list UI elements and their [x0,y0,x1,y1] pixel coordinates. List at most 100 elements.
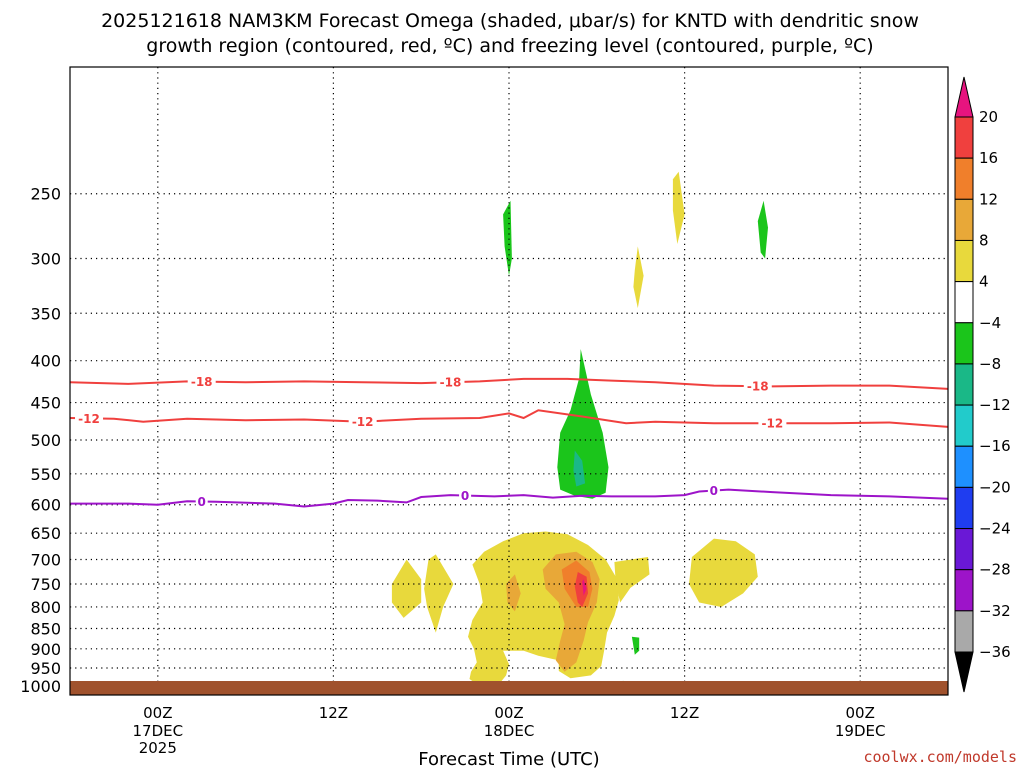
y-tick-350: 350 [30,304,61,323]
omega-region-4 [689,538,758,607]
colorbar-segment-6 [954,363,974,406]
contour-label-1-0: -12 [78,412,100,426]
colorbar-segment-11 [954,569,974,612]
colorbar-label-3: 8 [979,231,989,249]
colorbar-segment-5 [954,322,974,365]
omega-region-3 [391,559,422,618]
omega-region-8 [506,574,521,612]
contour-label-0-1: -18 [440,376,462,390]
credit-text: coolwx.com/models [863,748,1017,766]
omega-shading-layer [391,171,768,688]
colorbar-label-5: −4 [979,314,1001,332]
omega-region-13 [573,450,586,487]
colorbar-cap-top [954,76,974,118]
x-tick-0: 00Z [143,704,172,722]
y-tick-700: 700 [30,551,61,570]
colorbar-segment-8 [954,445,974,488]
colorbar-label-10: −24 [979,520,1011,538]
colorbar-label-8: −16 [979,437,1011,455]
colorbar-label-1: 16 [979,149,998,167]
colorbar-label-12: −32 [979,602,1011,620]
contour-label-bg-1-2 [758,416,787,431]
plot-area: -18 -18 -18 -12 -12 -12 0 0 0 [69,66,949,696]
omega-region-12 [557,349,609,499]
y-tick-300: 300 [30,249,61,268]
colorbar-label-4: 4 [979,273,989,291]
colorbar-cap-bottom [954,651,974,693]
chart-title: 2025121618 NAM3KM Forecast Omega (shaded… [101,10,919,32]
contour-label-bg-0-2 [743,379,772,394]
contour-label-0-2: -18 [747,380,769,394]
x-tick-sub-0-1: 2025 [139,739,177,757]
y-tick-900: 900 [30,640,61,659]
omega-region-0 [468,531,619,687]
colorbar-label-9: −20 [979,478,1011,496]
x-axis-label: Forecast Time (UTC) [418,749,599,768]
contour-label-bg-0-0 [187,374,216,389]
contour-label-bg-2-0 [195,494,208,509]
contour-label-1-1: -12 [352,415,374,429]
y-tick-450: 450 [30,394,61,413]
chart-subtitle: growth region (contoured, red, ºC) and f… [146,35,873,57]
y-tick-500: 500 [30,431,61,450]
colorbar-segment-7 [954,404,974,447]
colorbar-label-0: 20 [979,108,998,126]
omega-region-14 [503,200,512,276]
colorbar-label-2: 12 [979,190,998,208]
colorbar: 20 16 12 8 4 −4 −8 −12 −16 −20 −24 −28 −32 −36 [954,76,1011,693]
contour-label-2-1: 0 [461,489,469,503]
omega-region-16 [631,636,640,655]
y-tick-550: 550 [30,465,61,484]
x-tick-sub-4-0: 19DEC [835,722,886,740]
colorbar-label-7: −12 [979,396,1011,414]
contour-label-bg-2-1 [459,488,472,503]
colorbar-label-13: −36 [979,643,1011,661]
omega-region-11 [582,579,587,596]
colorbar-segment-3 [954,239,974,283]
gridlines [70,67,948,695]
contour-label-1-2: -12 [762,417,784,431]
contour-label-bg-1-1 [348,414,377,429]
colorbar-segment-0 [954,116,974,159]
y-tick-650: 650 [30,524,61,543]
contour-line-2 [70,488,949,508]
y-tick-400: 400 [30,352,61,371]
y-tick-250: 250 [30,185,61,204]
omega-region-6 [633,246,644,309]
colorbar-segment-10 [954,528,974,571]
x-tick-2: 00Z [494,704,523,722]
terrain-ground [70,681,948,695]
colorbar-segment-9 [954,486,974,530]
contour-label-bg-0-1 [436,375,465,390]
y-tick-1000: 1000 [20,677,61,696]
contour-label-0-0: -18 [191,375,213,389]
contour-line-1 [69,409,949,428]
x-tick-sub-0-0: 17DEC [133,722,184,740]
x-tick-4: 00Z [846,704,875,722]
colorbar-label-6: −8 [979,355,1001,373]
x-tick-3: 12Z [670,704,699,722]
colorbar-segment-4 [954,281,974,324]
colorbar-label-11: −28 [979,561,1011,579]
contour-label-2-2: 0 [710,484,718,498]
contour-label-2-0: 0 [198,495,206,509]
x-tick-1: 12Z [319,704,348,722]
colorbar-segment-2 [954,198,974,241]
omega-region-5 [672,171,685,244]
contour-line-0 [69,377,949,390]
plot-frame [69,66,949,696]
colorbar-segment-1 [954,157,974,200]
y-tick-850: 850 [30,619,61,638]
colorbar-segment-12 [954,610,974,653]
omega-region-1 [614,557,650,603]
y-tick-800: 800 [30,598,61,617]
omega-region-10 [574,572,588,607]
contour-label-bg-2-2 [707,483,720,498]
contour-layer: -18 -18 -18 -12 -12 -12 0 0 0 [69,374,949,509]
y-tick-600: 600 [30,496,61,515]
contour-label-bg-1-0 [75,411,104,426]
y-tick-950: 950 [30,659,61,678]
omega-region-2 [424,554,454,633]
